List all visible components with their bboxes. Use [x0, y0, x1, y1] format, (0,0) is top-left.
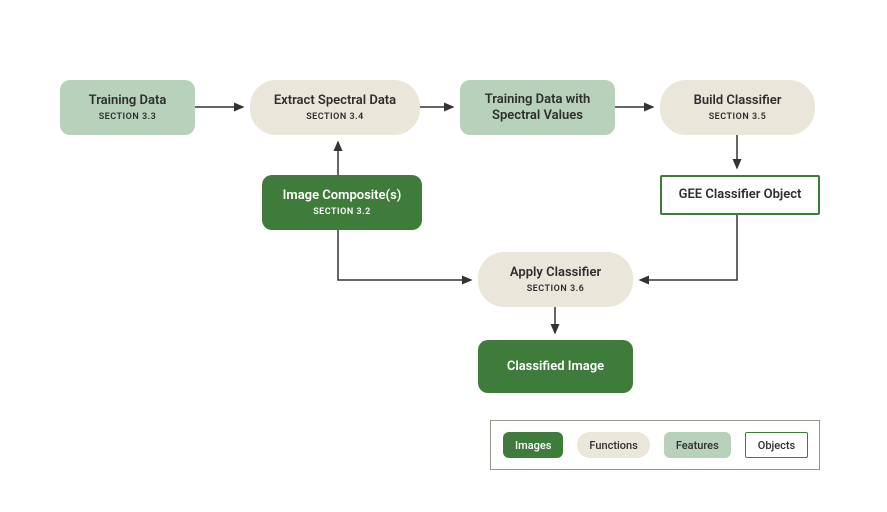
- edge-gee_object-to-apply_classifier: [640, 215, 737, 280]
- edge-image_composites-to-apply_classifier: [338, 230, 471, 280]
- node-title: Classified Image: [507, 359, 604, 375]
- legend-item-features: Features: [664, 432, 731, 458]
- node-subtitle: SECTION 3.4: [306, 112, 364, 122]
- node-title: Training Data with Spectral Values: [472, 92, 603, 123]
- node-image-composites: Image Composite(s) SECTION 3.2: [262, 175, 422, 230]
- node-gee-classifier-object: GEE Classifier Object: [660, 175, 820, 215]
- node-training-data: Training Data SECTION 3.3: [60, 80, 195, 135]
- node-training-data-spectral: Training Data with Spectral Values: [460, 80, 615, 135]
- node-title: Extract Spectral Data: [274, 93, 396, 109]
- node-title: Apply Classifier: [510, 265, 601, 281]
- node-subtitle: SECTION 3.5: [709, 112, 767, 122]
- node-subtitle: SECTION 3.3: [99, 112, 157, 122]
- node-apply-classifier: Apply Classifier SECTION 3.6: [478, 252, 633, 307]
- node-title: GEE Classifier Object: [679, 187, 802, 203]
- node-classified-image: Classified Image: [478, 340, 633, 393]
- node-title: Build Classifier: [694, 93, 782, 109]
- node-title: Image Composite(s): [283, 188, 402, 204]
- node-subtitle: SECTION 3.6: [527, 284, 585, 294]
- legend-item-images: Images: [503, 432, 563, 458]
- legend-item-objects: Objects: [745, 432, 808, 458]
- node-title: Training Data: [89, 93, 167, 109]
- node-extract-spectral-data: Extract Spectral Data SECTION 3.4: [250, 80, 420, 135]
- node-build-classifier: Build Classifier SECTION 3.5: [660, 80, 815, 135]
- node-subtitle: SECTION 3.2: [313, 207, 371, 217]
- legend: Images Functions Features Objects: [490, 420, 820, 470]
- legend-item-functions: Functions: [577, 432, 649, 458]
